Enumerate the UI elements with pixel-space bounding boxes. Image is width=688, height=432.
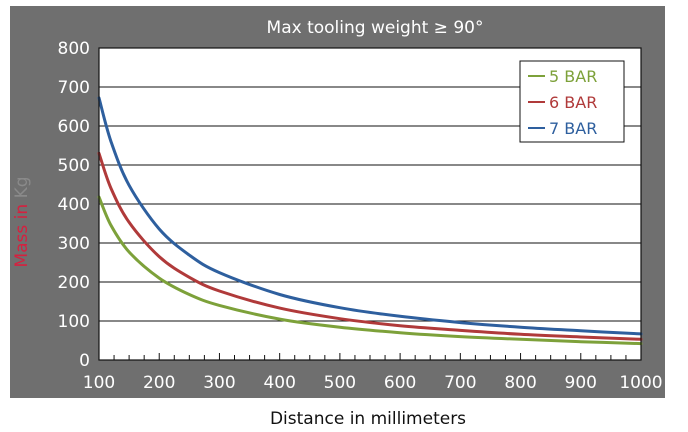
x-minor-ticks: [98, 353, 642, 360]
y-tick-label: 300: [58, 234, 90, 254]
x-tick-label: 100: [83, 373, 115, 393]
series-layer: [97, 96, 643, 346]
x-tick-label: 400: [263, 373, 295, 393]
y-tick-label: 600: [58, 117, 90, 137]
series-line-6-bar: [97, 151, 643, 341]
legend: 5 BAR 6 BAR 7 BAR: [519, 60, 625, 143]
y-tick-label: 0: [79, 351, 90, 371]
chart-title: Max tooling weight ≥ 90°: [267, 18, 484, 38]
x-tick-labels: 100 200 300 400 500 600 700 800 900 1000: [83, 373, 663, 393]
y-tick-labels: 0 100 200 300 400 500 600 700 800: [58, 39, 90, 371]
x-tick-label: 600: [384, 373, 416, 393]
y-tick-label: 100: [58, 312, 90, 332]
x-tick-label: 900: [565, 373, 597, 393]
y-tick-label: 500: [58, 156, 90, 176]
x-tick-label: 300: [203, 373, 235, 393]
svg-text:Mass in Kg: Mass in Kg: [12, 176, 32, 267]
x-tick-label: 1000: [619, 373, 662, 393]
y-tick-label: 200: [58, 273, 90, 293]
y-axis-label-prefix: Mass in: [12, 198, 32, 267]
y-tick-label: 400: [58, 195, 90, 215]
y-tick-label: 800: [58, 39, 90, 59]
x-tick-label: 800: [504, 373, 536, 393]
x-tick-label: 200: [143, 373, 175, 393]
y-tick-label: 700: [58, 78, 90, 98]
legend-label-5-bar: 5 BAR: [549, 67, 597, 86]
legend-label-6-bar: 6 BAR: [549, 93, 597, 112]
x-tick-label: 700: [444, 373, 476, 393]
series-line-5-bar: [97, 195, 643, 346]
x-axis-label: Distance in millimeters: [270, 409, 466, 429]
legend-label-7-bar: 7 BAR: [549, 119, 597, 138]
x-tick-label: 500: [324, 373, 356, 393]
y-axis-label: Mass in Kg: [12, 176, 32, 267]
series-line-7-bar: [97, 96, 643, 336]
y-axis-label-unit: Kg: [12, 176, 32, 198]
